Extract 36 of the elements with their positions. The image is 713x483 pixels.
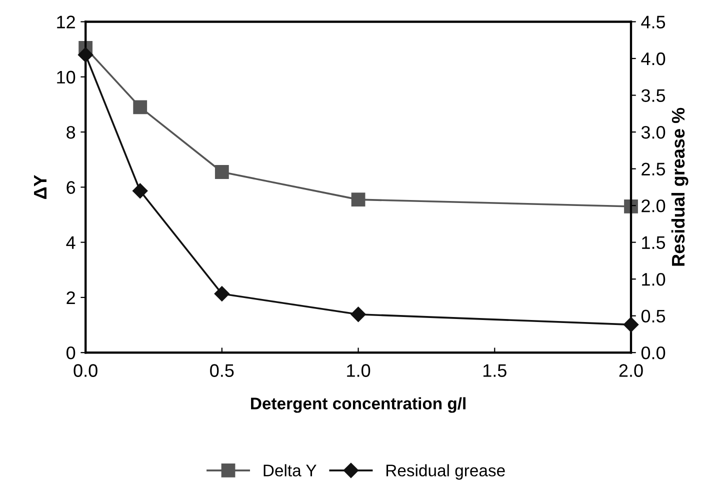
point — [214, 286, 230, 302]
y-tick-label: 0 — [66, 346, 76, 360]
y-axis-title: ΔY — [34, 174, 46, 199]
point — [350, 306, 366, 322]
y2-tick-label: 4.5 — [641, 16, 666, 28]
y2-tick-label: 3.5 — [641, 89, 666, 102]
y-tick-label: 12 — [57, 16, 75, 28]
x-tick-label: 0.0 — [74, 364, 98, 377]
x-tick-label: 2.0 — [619, 364, 643, 377]
y2-tick-label: 1.0 — [642, 273, 666, 286]
y-tick-label: 4 — [66, 236, 76, 249]
point — [78, 47, 94, 62]
y-tick-label: 6 — [66, 181, 76, 194]
y2-tick-label: 0.0 — [641, 346, 666, 360]
legend-label: Residual grease — [386, 464, 505, 480]
y2-tick-label: 1.5 — [642, 236, 666, 250]
y2-tick-label: 4.0 — [641, 52, 666, 66]
y2-tick-label: 2.0 — [642, 199, 666, 212]
y-tick-label: 2 — [66, 291, 75, 304]
point — [132, 183, 148, 198]
y2-tick-label: 2.5 — [642, 162, 666, 176]
y2-tick-label: 0.5 — [641, 310, 666, 323]
point — [351, 192, 366, 207]
x-tick-label: 0.5 — [210, 364, 234, 377]
point — [623, 317, 639, 332]
y2-tick-label: 3.0 — [641, 126, 666, 139]
legend-label: Delta Y — [264, 464, 316, 476]
point — [133, 100, 148, 114]
point — [214, 165, 229, 179]
point — [624, 200, 638, 214]
x-axis-title: Detergent concentration g/l — [251, 397, 466, 413]
y-tick-label: 10 — [57, 70, 76, 84]
x-tick-label: 1.0 — [347, 364, 370, 377]
x-tick-label: 1.5 — [483, 364, 506, 377]
y2-axis-title: Residual grease % — [671, 108, 688, 266]
y-tick-label: 8 — [66, 126, 76, 139]
